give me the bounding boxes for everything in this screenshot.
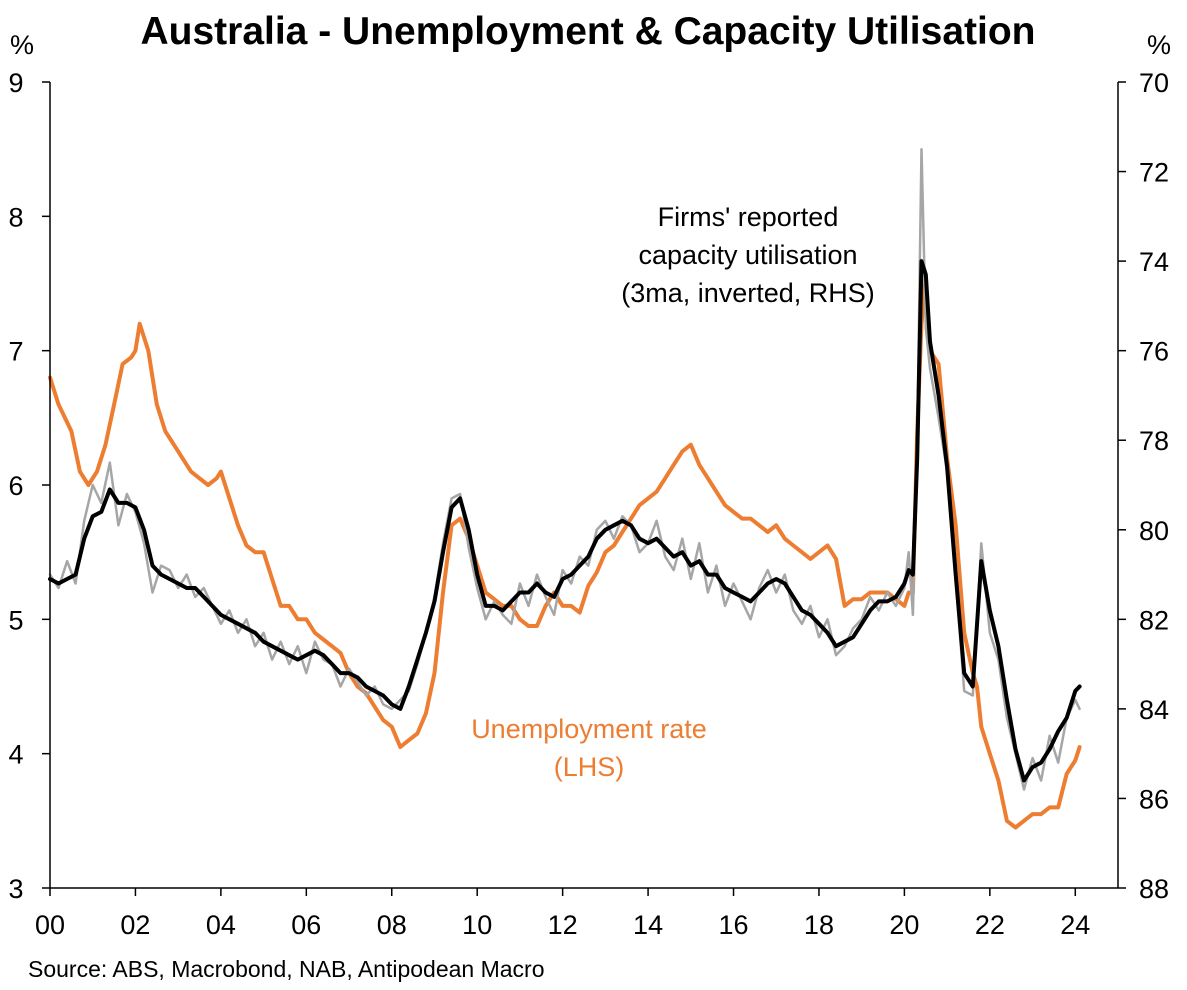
right-tick-label: 86 [1139,784,1169,814]
left-tick-label: 9 [8,68,23,98]
x-tick-label: 06 [291,910,321,940]
right-tick-label: 76 [1139,337,1169,367]
x-tick-label: 12 [548,910,578,940]
x-tick-label: 24 [1060,910,1090,940]
unemployment-annotation: Unemployment rate (LHS) [471,714,707,782]
right-tick-label: 72 [1139,158,1169,188]
series-line-2 [48,259,1082,783]
right-tick-label: 70 [1139,68,1169,98]
series-line-1 [48,147,1081,791]
x-tick-label: 22 [975,910,1005,940]
x-tick-label: 02 [120,910,150,940]
plot-area [48,147,1082,830]
capacity-annotation: Firms' reported capacity utilisation (3m… [621,202,875,308]
right-tick-label: 82 [1139,605,1169,635]
left-tick-label: 4 [8,740,23,770]
capacity-annotation-line-1: Firms' reported [658,202,839,232]
left-axis-unit: % [10,30,34,60]
right-tick-label: 78 [1139,426,1169,456]
x-tick-label: 20 [889,910,919,940]
right-tick-label: 88 [1139,874,1169,904]
left-tick-label: 6 [8,471,23,501]
x-tick-label: 10 [462,910,492,940]
x-tick-label: 04 [206,910,236,940]
x-tick-label: 08 [377,910,407,940]
unemployment-annotation-line-1: Unemployment rate [471,714,707,744]
left-tick-label: 8 [8,202,23,232]
right-tick-label: 84 [1139,695,1169,725]
series-line-0 [48,274,1082,830]
right-tick-label: 74 [1139,247,1169,277]
x-tick-label: 18 [804,910,834,940]
left-tick-label: 5 [8,605,23,635]
x-tick-label: 16 [718,910,748,940]
left-tick-label: 3 [8,874,23,904]
right-axis-unit: % [1147,30,1171,60]
source-note: Source: ABS, Macrobond, NAB, Antipodean … [28,956,545,982]
capacity-annotation-line-2: capacity utilisation [638,240,857,270]
x-tick-label: 14 [633,910,663,940]
x-tick-label: 00 [35,910,65,940]
capacity-annotation-line-3: (3ma, inverted, RHS) [621,278,875,308]
left-tick-label: 7 [8,337,23,367]
unemployment-annotation-line-2: (LHS) [554,752,625,782]
right-tick-label: 80 [1139,516,1169,546]
chart-title: Australia - Unemployment & Capacity Util… [140,10,1035,53]
